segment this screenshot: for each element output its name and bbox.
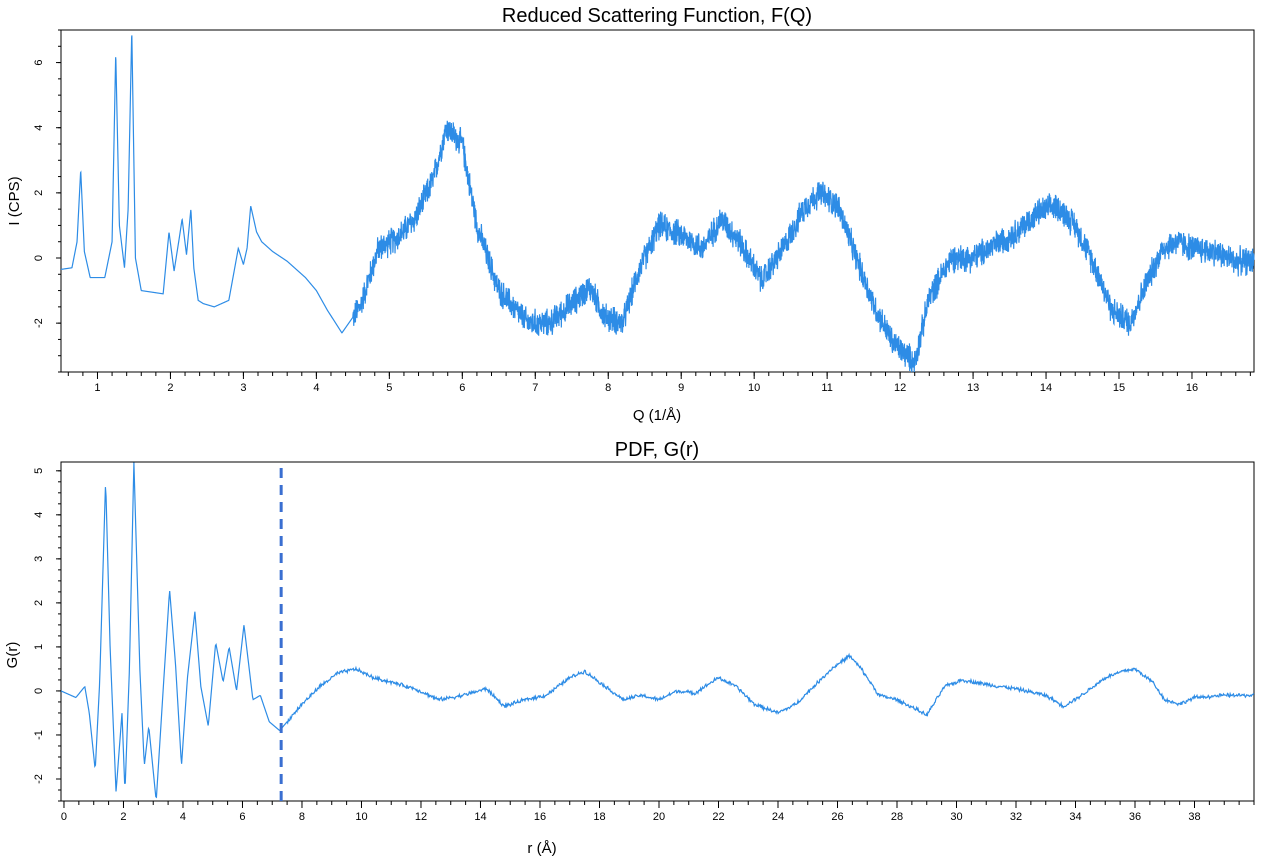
fq-y-tick-label: -2 <box>33 318 45 328</box>
gr-x-tick-label: 30 <box>950 811 962 823</box>
gr-plot-frame <box>60 461 1255 802</box>
gr-x-tick-label: 34 <box>1069 811 1081 823</box>
gr-x-tick-label: 4 <box>180 811 186 823</box>
fq-x-tick-label: 2 <box>167 382 173 394</box>
fq-x-tick-label: 14 <box>1040 382 1052 394</box>
gr-x-tick-label: 18 <box>593 811 605 823</box>
fq-x-tick-label: 16 <box>1186 382 1198 394</box>
fq-x-tick-label: 15 <box>1113 382 1125 394</box>
gr-x-tick-label: 6 <box>239 811 245 823</box>
gr-y-tick-label: 1 <box>33 644 45 650</box>
fq-plot-frame <box>60 29 1255 373</box>
fq-x-tick-label: 12 <box>894 382 906 394</box>
gr-title: PDF, G(r) <box>615 439 699 461</box>
fq-series-line <box>60 35 1255 373</box>
gr-series-line <box>60 462 1255 799</box>
fq-x-tick-label: 1 <box>94 382 100 394</box>
gr-x-tick-label: 16 <box>534 811 546 823</box>
gr-y-tick-label: 3 <box>33 556 45 562</box>
fq-x-tick-label: 8 <box>605 382 611 394</box>
fq-x-tick-label: 4 <box>313 382 319 394</box>
gr-x-tick-label: 20 <box>653 811 665 823</box>
gr-x-tick-label: 0 <box>61 811 67 823</box>
gr-x-tick-label: 14 <box>474 811 486 823</box>
gr-y-ticks: -2 -1 0 1 2 3 4 5 <box>33 468 61 802</box>
gr-y-tick-label: 4 <box>33 512 45 518</box>
fq-y-tick-label: 0 <box>33 255 45 261</box>
gr-x-tick-label: 12 <box>415 811 427 823</box>
gr-x-tick-label: 24 <box>772 811 784 823</box>
fq-y-ticks: -2 0 2 4 6 <box>33 29 61 373</box>
fq-x-tick-label: 11 <box>821 382 832 394</box>
fq-x-label: Q (1/Å) <box>633 407 681 424</box>
gr-x-tick-label: 8 <box>299 811 305 823</box>
fq-y-tick-label: 4 <box>33 125 45 131</box>
gr-x-tick-label: 26 <box>831 811 843 823</box>
fq-y-tick-label: 2 <box>33 190 45 196</box>
fq-title: Reduced Scattering Function, F(Q) <box>502 5 812 27</box>
fq-x-tick-label: 13 <box>967 382 979 394</box>
gr-x-tick-label: 10 <box>355 811 367 823</box>
fq-x-tick-label: 3 <box>240 382 246 394</box>
gr-y-tick-label: -1 <box>33 730 45 740</box>
fq-y-label: I (CPS) <box>6 176 23 225</box>
fq-x-tick-label: 5 <box>386 382 392 394</box>
gr-x-ticks: 0 2 4 6 8 10 12 14 16 18 20 22 24 26 28 30 32 34 36 38 <box>61 801 1255 823</box>
gr-x-tick-label: 28 <box>891 811 903 823</box>
fq-x-tick-label: 6 <box>459 382 465 394</box>
fq-x-tick-label: 10 <box>748 382 760 394</box>
gr-y-tick-label: 2 <box>33 600 45 606</box>
gr-y-tick-label: 5 <box>33 468 45 474</box>
fq-x-tick-label: 7 <box>532 382 538 394</box>
gr-x-tick-label: 32 <box>1010 811 1022 823</box>
gr-x-tick-label: 36 <box>1129 811 1141 823</box>
gr-y-tick-label: 0 <box>33 688 45 694</box>
gr-x-label: r (Å) <box>527 840 556 857</box>
fq-panel: Reduced Scattering Function, F(Q) -2 0 2 4 6… <box>6 5 1255 424</box>
fq-y-tick-label: 6 <box>33 60 45 66</box>
gr-y-label: G(r) <box>4 642 21 669</box>
gr-y-tick-label: -2 <box>33 774 45 784</box>
gr-x-tick-label: 22 <box>712 811 724 823</box>
fq-x-tick-label: 9 <box>678 382 684 394</box>
gr-x-tick-label: 38 <box>1188 811 1200 823</box>
fq-x-ticks: 1 2 3 4 5 6 7 8 9 10 11 12 13 14 15 16 <box>67 372 1251 394</box>
gr-x-tick-label: 2 <box>120 811 126 823</box>
